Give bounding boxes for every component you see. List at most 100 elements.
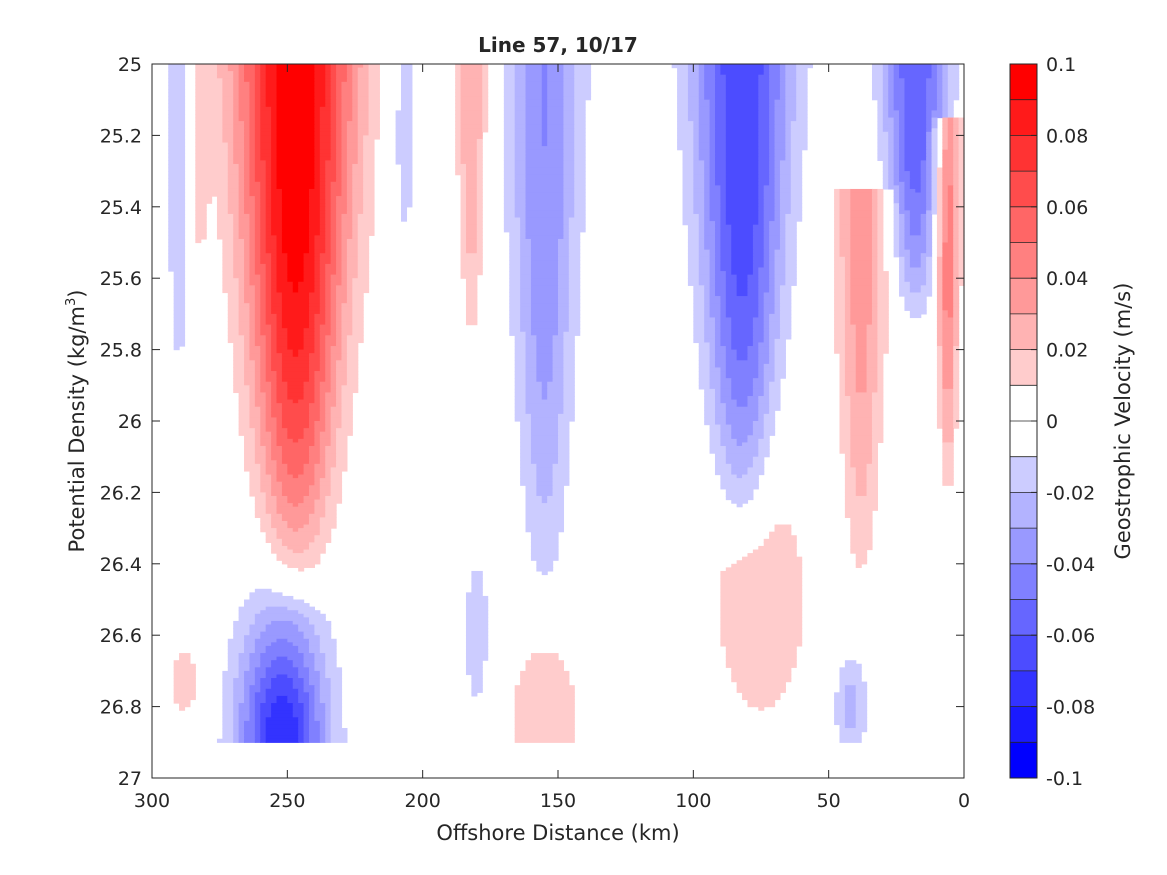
contour-cell	[509, 238, 521, 244]
contour-cell	[758, 371, 765, 376]
contour-cell	[541, 78, 548, 83]
contour-cell	[779, 231, 786, 236]
contour-cell	[931, 192, 938, 197]
contour-cell	[866, 378, 878, 383]
contour-cell	[790, 210, 803, 215]
contour-cell	[731, 256, 754, 261]
contour-cell	[325, 224, 332, 229]
contour-cell	[839, 360, 846, 365]
contour-cell	[926, 160, 933, 165]
contour-cell	[281, 363, 310, 369]
contour-cell	[325, 181, 332, 186]
contour-cell	[525, 367, 537, 372]
contour-cell	[714, 231, 721, 236]
contour-cell	[520, 242, 532, 247]
contour-cell	[287, 338, 305, 344]
contour-cell	[530, 442, 559, 447]
contour-cell	[953, 299, 960, 304]
contour-cell	[260, 188, 267, 194]
contour-cell	[460, 242, 467, 247]
contour-cell	[877, 213, 884, 219]
contour-cell	[265, 174, 272, 179]
contour-cell	[947, 135, 954, 140]
contour-cell	[260, 99, 267, 104]
contour-cell	[714, 353, 727, 358]
contour-cell	[249, 321, 256, 326]
contour-cell	[525, 520, 565, 526]
contour-cell	[763, 421, 776, 426]
contour-cell	[520, 421, 532, 426]
contour-cell	[714, 106, 727, 112]
contour-cell	[330, 185, 343, 190]
contour-cell	[363, 199, 375, 204]
contour-cell	[742, 442, 759, 447]
contour-cell	[525, 210, 565, 215]
contour-cell	[953, 388, 960, 394]
contour-cell	[195, 106, 223, 112]
contour-cell	[850, 310, 873, 315]
contour-cell	[308, 449, 321, 454]
contour-cell	[693, 292, 705, 297]
contour-cell	[271, 396, 278, 401]
contour-cell	[260, 524, 272, 529]
contour-cell	[173, 296, 186, 301]
contour-cell	[254, 199, 261, 204]
contour-cell	[341, 92, 353, 97]
contour-cell	[254, 174, 267, 179]
contour-cell	[936, 106, 943, 112]
contour-cell	[709, 171, 716, 176]
contour-cell	[168, 210, 186, 215]
contour-cell	[346, 296, 353, 301]
contour-cell	[238, 417, 251, 422]
contour-cell	[352, 167, 364, 172]
contour-cell	[271, 363, 283, 369]
contour-cell	[314, 392, 321, 397]
contour-cell	[855, 360, 868, 365]
contour-cell	[260, 313, 267, 319]
contour-cell	[319, 171, 326, 176]
contour-cell	[720, 256, 732, 261]
contour-cell	[763, 210, 776, 215]
contour-cell	[271, 513, 283, 518]
contour-cell	[547, 71, 565, 76]
contour-cell	[514, 64, 527, 69]
contour-cell	[238, 199, 245, 204]
contour-cell	[704, 335, 716, 340]
contour-cell	[850, 545, 873, 551]
contour-cell	[844, 274, 851, 279]
contour-cell	[882, 99, 889, 104]
contour-cell	[774, 171, 781, 176]
contour-cell	[238, 396, 251, 401]
contour-cell	[844, 388, 857, 394]
contour-cell	[931, 121, 938, 126]
contour-cell	[265, 203, 272, 208]
contour-cell	[866, 328, 878, 333]
contour-cell	[720, 188, 727, 194]
contour-cell	[271, 196, 283, 201]
contour-cell	[953, 317, 960, 322]
contour-cell	[260, 424, 267, 429]
contour-cell	[714, 274, 727, 279]
contour-cell	[574, 181, 586, 186]
contour-cell	[850, 406, 873, 411]
contour-cell	[947, 103, 954, 108]
contour-cell	[352, 185, 364, 190]
contour-cell	[942, 478, 954, 483]
contour-cell	[260, 413, 267, 419]
contour-cell	[682, 153, 694, 158]
contour-cell	[330, 470, 343, 476]
contour-cell	[336, 71, 348, 76]
contour-cell	[536, 349, 554, 354]
contour-cell	[547, 110, 565, 115]
contour-cell	[953, 346, 960, 351]
contour-cell	[314, 71, 326, 76]
contour-cell	[525, 174, 565, 179]
contour-cell	[525, 499, 543, 504]
contour-cell	[909, 185, 922, 190]
contour-cell	[909, 178, 922, 183]
contour-cell	[763, 231, 770, 236]
contour-cell	[850, 399, 873, 404]
contour-cell	[249, 342, 256, 347]
contour-cell	[276, 249, 283, 254]
contour-cell	[844, 346, 857, 351]
